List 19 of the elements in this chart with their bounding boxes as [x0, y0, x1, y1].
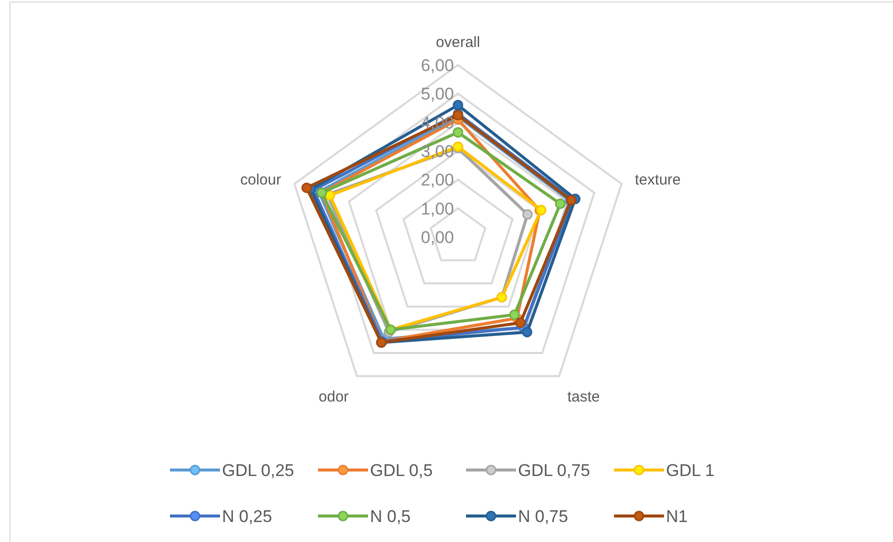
legend-label: GDL 0,5 — [370, 461, 433, 480]
legend-label: N1 — [666, 507, 688, 526]
spoke-label: texture — [634, 172, 681, 189]
legend-label: N 0,25 — [222, 507, 272, 526]
legend-label: N 0,75 — [518, 507, 568, 526]
y-tick-label: 4,00 — [420, 113, 454, 132]
y-tick-label: 2,00 — [420, 170, 454, 190]
spoke-label: colour — [240, 172, 282, 189]
legend-label: GDL 0,25 — [222, 461, 294, 480]
legend-label: N 0,5 — [370, 507, 411, 526]
y-tick-label: 1,00 — [420, 199, 454, 218]
y-tick-label: 0,00 — [420, 228, 454, 247]
y-tick-label: 5,00 — [420, 84, 454, 104]
y-tick-label: 6,00 — [420, 56, 454, 75]
spoke-label: odor — [318, 388, 349, 406]
spoke-label: overall — [436, 34, 480, 51]
spoke-label: taste — [567, 388, 600, 406]
legend-label: GDL 0,75 — [518, 461, 590, 480]
legend-label: GDL 1 — [666, 461, 715, 480]
